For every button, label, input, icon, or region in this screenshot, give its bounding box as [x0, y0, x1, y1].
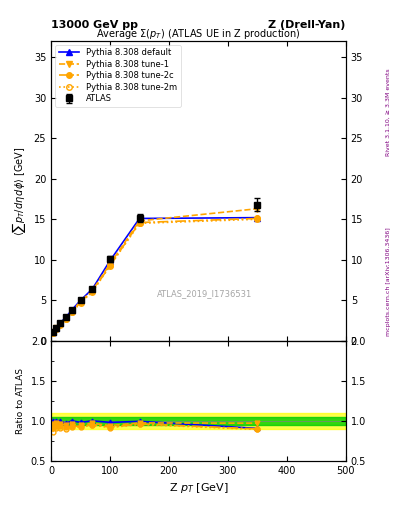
Pythia 8.308 tune-1	[108, 261, 112, 267]
Pythia 8.308 default	[53, 325, 58, 331]
Line: Pythia 8.308 tune-1: Pythia 8.308 tune-1	[50, 206, 260, 335]
Pythia 8.308 default	[137, 216, 142, 222]
Legend: Pythia 8.308 default, Pythia 8.308 tune-1, Pythia 8.308 tune-2c, Pythia 8.308 tu: Pythia 8.308 default, Pythia 8.308 tune-…	[55, 45, 180, 107]
Bar	[51, 413, 346, 429]
Pythia 8.308 default	[69, 307, 74, 313]
Pythia 8.308 tune-1	[78, 298, 83, 305]
Text: ATLAS_2019_I1736531: ATLAS_2019_I1736531	[157, 289, 252, 298]
Pythia 8.308 tune-2c	[108, 262, 112, 268]
Pythia 8.308 default	[58, 320, 62, 326]
Line: Pythia 8.308 tune-2m: Pythia 8.308 tune-2m	[50, 217, 260, 336]
Pythia 8.308 tune-2m	[69, 309, 74, 315]
Pythia 8.308 tune-2m	[108, 263, 112, 269]
Pythia 8.308 tune-2m	[255, 216, 260, 222]
Text: mcplots.cern.ch [arXiv:1306.3436]: mcplots.cern.ch [arXiv:1306.3436]	[386, 227, 391, 336]
Pythia 8.308 tune-2c	[50, 330, 55, 336]
Pythia 8.308 tune-2c	[58, 321, 62, 327]
Y-axis label: Ratio to ATLAS: Ratio to ATLAS	[16, 368, 25, 434]
Pythia 8.308 tune-1	[53, 325, 58, 331]
Pythia 8.308 default	[50, 329, 55, 335]
Pythia 8.308 tune-2m	[53, 326, 58, 332]
Pythia 8.308 tune-2m	[58, 322, 62, 328]
Pythia 8.308 tune-2c	[78, 300, 83, 306]
Pythia 8.308 tune-2c	[255, 216, 260, 222]
Text: 13000 GeV pp: 13000 GeV pp	[51, 20, 138, 30]
Bar	[51, 417, 346, 425]
Pythia 8.308 tune-2m	[78, 300, 83, 306]
Text: Rivet 3.1.10, ≥ 3.3M events: Rivet 3.1.10, ≥ 3.3M events	[386, 69, 391, 157]
Pythia 8.308 default	[90, 286, 95, 292]
Pythia 8.308 default	[108, 258, 112, 264]
Pythia 8.308 default	[78, 297, 83, 304]
Pythia 8.308 default	[255, 215, 260, 221]
Pythia 8.308 tune-1	[58, 321, 62, 327]
Pythia 8.308 tune-2c	[69, 309, 74, 315]
Pythia 8.308 tune-2c	[53, 326, 58, 332]
Pythia 8.308 tune-1	[69, 308, 74, 314]
Pythia 8.308 tune-2m	[137, 220, 142, 226]
Pythia 8.308 tune-1	[137, 218, 142, 224]
Title: Average $\Sigma(p_T)$ (ATLAS UE in Z production): Average $\Sigma(p_T)$ (ATLAS UE in Z pro…	[96, 27, 301, 41]
X-axis label: Z $p_T$ [GeV]: Z $p_T$ [GeV]	[169, 481, 228, 495]
Pythia 8.308 tune-2m	[64, 316, 68, 322]
Text: Z (Drell-Yan): Z (Drell-Yan)	[268, 20, 346, 30]
Pythia 8.308 default	[64, 314, 68, 321]
Y-axis label: $\langle\sum p_T/d\eta\,d\phi\rangle$ [GeV]: $\langle\sum p_T/d\eta\,d\phi\rangle$ [G…	[10, 146, 28, 236]
Pythia 8.308 tune-2c	[90, 288, 95, 294]
Pythia 8.308 tune-1	[50, 329, 55, 335]
Pythia 8.308 tune-2c	[64, 315, 68, 322]
Pythia 8.308 tune-2c	[137, 220, 142, 226]
Pythia 8.308 tune-1	[255, 206, 260, 212]
Pythia 8.308 tune-2m	[50, 330, 55, 336]
Line: Pythia 8.308 tune-2c: Pythia 8.308 tune-2c	[50, 216, 260, 335]
Pythia 8.308 tune-1	[64, 315, 68, 321]
Pythia 8.308 tune-1	[90, 288, 95, 294]
Pythia 8.308 tune-2m	[90, 289, 95, 295]
Line: Pythia 8.308 default: Pythia 8.308 default	[50, 215, 260, 335]
